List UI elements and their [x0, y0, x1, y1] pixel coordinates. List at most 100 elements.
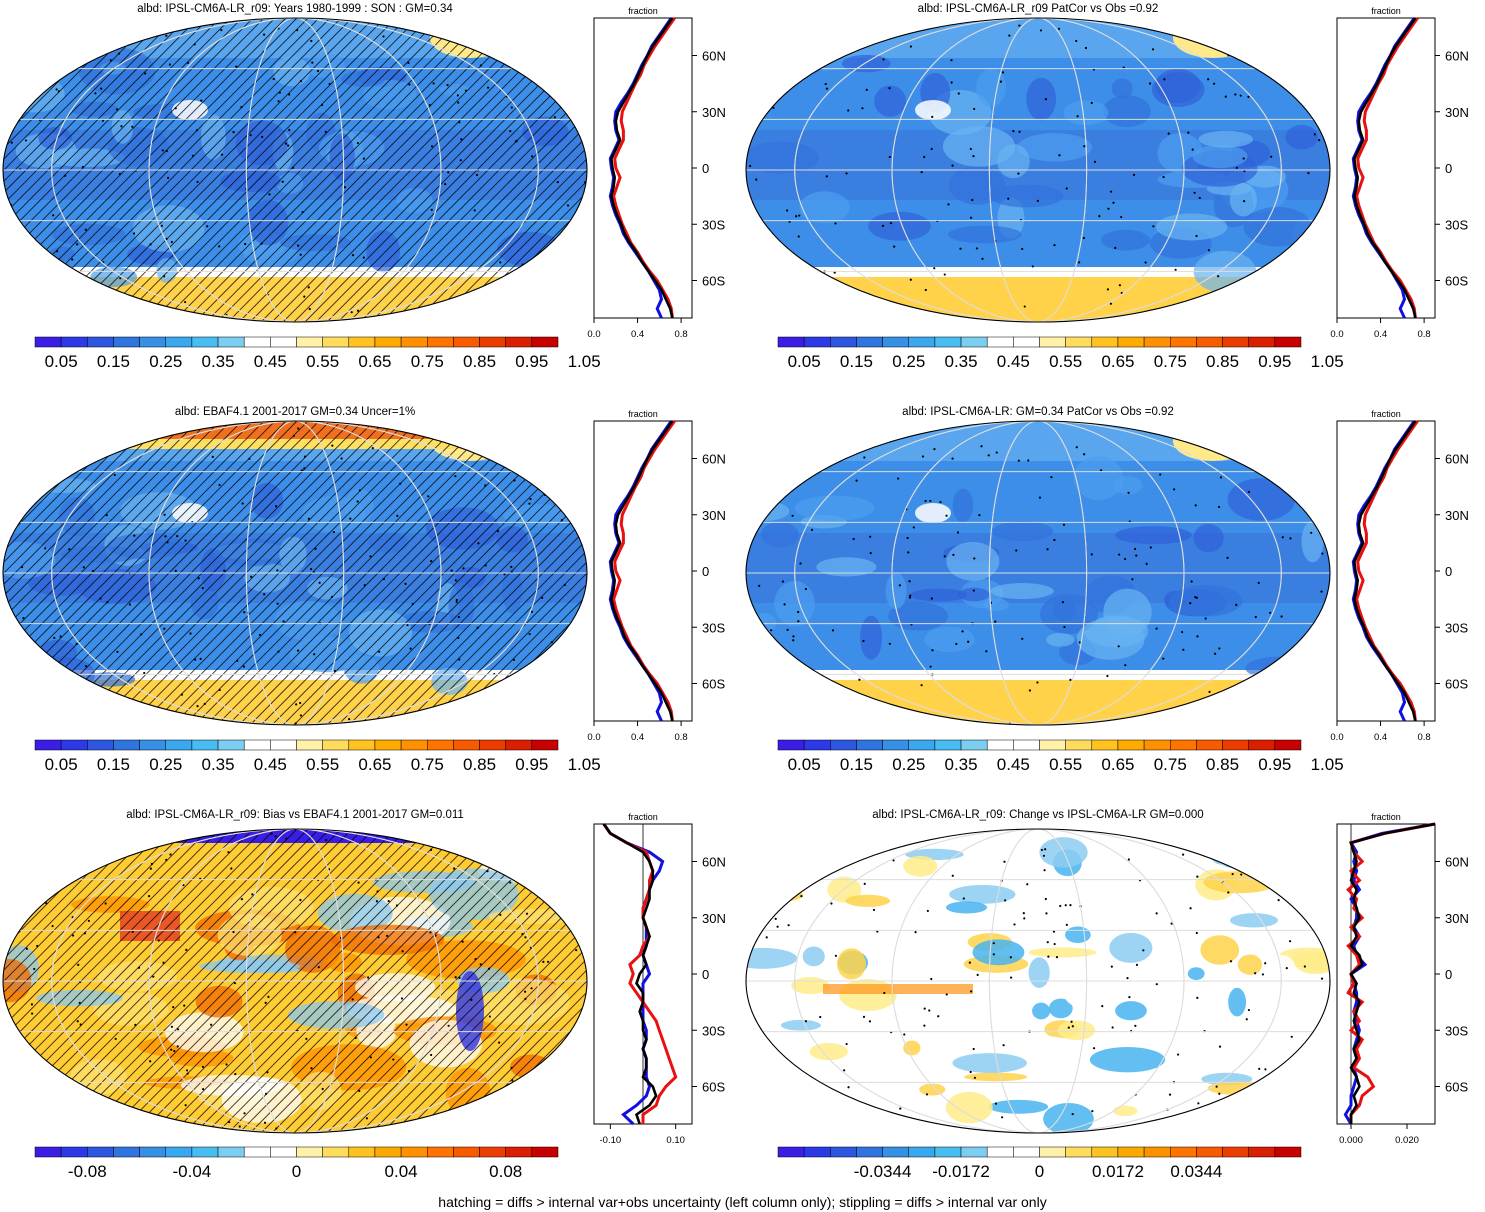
colorbar-swatch	[217, 1146, 245, 1158]
colorbar-label: 0.55	[1049, 755, 1082, 774]
colorbar-label: 0.95	[1258, 755, 1291, 774]
colorbar-label: -0.0172	[932, 1162, 990, 1181]
colorbar-swatch	[830, 336, 857, 348]
panel-model-ensemble: albd: IPSL-CM6A-LR: GM=0.34 PatCor vs Ob…	[743, 403, 1485, 805]
chart-change: albd: IPSL-CM6A-LR_r09: Change vs IPSL-C…	[745, 809, 1469, 1181]
colorbar-swatch	[531, 1146, 559, 1158]
profile-xtick-label: -0.10	[600, 1135, 622, 1146]
colorbar-swatch	[934, 336, 962, 348]
profile-xtick-label: 0.0	[587, 329, 600, 340]
profile-line-model	[1349, 822, 1436, 1124]
profile-line-model	[1353, 420, 1417, 722]
world-map	[3, 18, 587, 322]
world-map	[746, 421, 1330, 725]
profile-xlabel: fraction	[628, 6, 658, 16]
colorbar-swatch	[1196, 1146, 1223, 1158]
profile-xtick-label: 0.0	[1330, 732, 1343, 743]
profile-ytick-label: 30N	[1445, 911, 1469, 926]
colorbar-swatch	[1170, 1146, 1197, 1158]
world-map	[746, 829, 1330, 1133]
profile-ytick-label: 30N	[1445, 508, 1469, 523]
colorbar-swatch	[243, 1146, 271, 1158]
colorbar-swatch	[87, 1146, 114, 1158]
profile-line-ens	[1343, 822, 1436, 1125]
map-border	[2, 420, 588, 726]
colorbar-swatch	[243, 739, 271, 751]
profile-line-ens	[608, 420, 673, 722]
colorbar-swatch	[830, 1146, 857, 1158]
colorbar-swatch	[1274, 1146, 1302, 1158]
colorbar-swatch	[217, 739, 245, 751]
colorbar-swatch	[348, 739, 376, 751]
colorbar-swatch	[479, 336, 506, 348]
colorbar-swatch	[1117, 1146, 1145, 1158]
panel-model-r09-patcor: albd: IPSL-CM6A-LR_r09 PatCor vs Obs =0.…	[743, 0, 1485, 402]
profile-ytick-label: 30S	[702, 620, 725, 635]
colorbar-swatch	[296, 1146, 323, 1158]
colorbar-swatch	[1143, 1146, 1171, 1158]
colorbar-swatch	[1196, 336, 1223, 348]
profile-xtick-label: 0.8	[1418, 329, 1431, 340]
profile-ytick-label: 0	[702, 161, 709, 176]
colorbar-swatch	[87, 336, 114, 348]
chart-model-r09-son: albd: IPSL-CM6A-LR_r09: Years 1980-1999 …	[2, 3, 726, 371]
colorbar-swatch	[505, 1146, 533, 1158]
colorbar-swatch	[60, 336, 88, 348]
colorbar-swatch	[400, 336, 428, 348]
colorbar-swatch	[113, 336, 140, 348]
profile-xtick-label: 0.8	[675, 732, 688, 743]
colorbar-swatch	[856, 336, 883, 348]
map-border	[2, 828, 588, 1134]
colorbar-label: 0.25	[149, 352, 182, 371]
colorbar-swatch	[1065, 1146, 1093, 1158]
profile-ytick-label: 30N	[702, 105, 726, 120]
colorbar-swatch	[1065, 739, 1093, 751]
profile-ytick-label: 0	[1445, 161, 1452, 176]
colorbar-swatch	[217, 336, 245, 348]
colorbar-swatch	[986, 1146, 1014, 1158]
panel-title: albd: IPSL-CM6A-LR_r09: Change vs IPSL-C…	[872, 809, 1203, 821]
colorbar-swatch	[1248, 1146, 1276, 1158]
profile-xlabel: fraction	[1371, 409, 1401, 419]
profile-ytick-label: 30N	[1445, 105, 1469, 120]
colorbar-swatch	[1222, 336, 1249, 348]
colorbar-label: 0.45	[254, 755, 287, 774]
profile-xlabel: fraction	[628, 409, 658, 419]
colorbar-swatch	[882, 739, 910, 751]
colorbar-swatch	[139, 336, 167, 348]
colorbar-label: 0.15	[97, 352, 130, 371]
colorbar-label: 0.15	[840, 755, 873, 774]
profile-line-ens	[608, 17, 673, 319]
colorbar-label: 0.25	[149, 755, 182, 774]
profile-line-obs	[1346, 822, 1436, 1124]
profile-xtick-label: 0.4	[1374, 732, 1387, 743]
colorbar-label: 0.45	[254, 352, 287, 371]
colorbar-swatch	[374, 1146, 402, 1158]
colorbar-label: 0.35	[202, 352, 235, 371]
colorbar-swatch	[1039, 739, 1066, 751]
profile-ytick-label: 60S	[1445, 1080, 1468, 1095]
colorbar-swatch	[191, 336, 219, 348]
profile-line-model	[602, 823, 658, 1125]
colorbar-swatch	[1091, 739, 1119, 751]
colorbar-swatch	[1013, 739, 1040, 751]
colorbar-swatch	[777, 1146, 805, 1158]
colorbar-label: 0.75	[1154, 755, 1187, 774]
colorbar-label: 0.55	[1049, 352, 1082, 371]
colorbar-label: 0.35	[945, 352, 978, 371]
profile-xtick-label: 0.4	[631, 329, 644, 340]
colorbar-swatch	[1222, 739, 1249, 751]
colorbar-swatch	[803, 739, 831, 751]
colorbar-swatch	[856, 1146, 883, 1158]
profile-ytick-label: 60S	[1445, 677, 1468, 692]
map-border	[745, 17, 1331, 323]
colorbar-swatch	[165, 1146, 193, 1158]
colorbar-label: 0.85	[1206, 352, 1239, 371]
colorbar-swatch	[830, 739, 857, 751]
profile-ytick-label: 60S	[1445, 274, 1468, 289]
profile-ytick-label: 30N	[702, 508, 726, 523]
colorbar-swatch	[113, 1146, 140, 1158]
colorbar-swatch	[322, 336, 350, 348]
profile-xtick-label: 0.000	[1339, 1135, 1363, 1146]
colorbar-swatch	[1091, 336, 1119, 348]
